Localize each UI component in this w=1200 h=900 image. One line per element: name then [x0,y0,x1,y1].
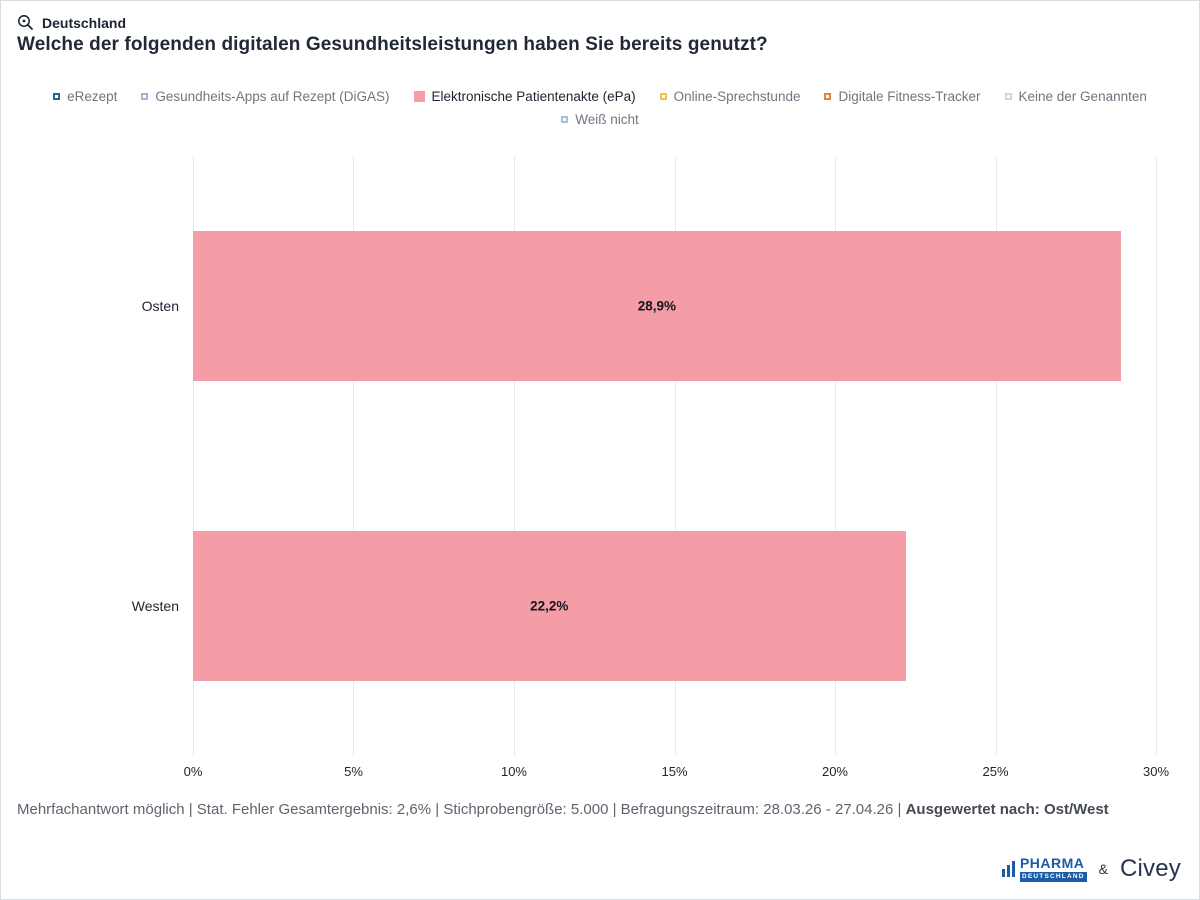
bar-value-label: 28,9% [637,298,676,314]
bar-value-label: 22,2% [530,598,569,614]
legend-label: eRezept [67,89,118,104]
legend-label: Online-Sprechstunde [673,89,801,104]
legend-marker [659,93,667,100]
civey-logo[interactable]: Civey [1119,855,1181,882]
bar-row: Westen 22,2% [132,456,1156,756]
legend-item[interactable]: Elektronische Patientenakte (ePa) [413,89,636,104]
bar-westen[interactable] [193,531,906,681]
legend-marker [1004,93,1012,100]
legend-marker [413,91,425,102]
gridline [674,156,676,756]
gridline [1156,156,1157,756]
x-axis-tick-label: 20% [821,764,848,779]
category-label: Westen [131,598,179,614]
legend-marker [141,93,149,100]
gridline [834,156,836,756]
legend-marker [561,116,569,123]
gridline [995,156,997,756]
legend-marker [824,93,832,100]
pharma-logo-text: PHARMA [1019,855,1085,872]
gridline [513,156,515,756]
bar-osten[interactable] [193,231,1121,381]
legend: eRezept Gesundheits-Apps auf Rezept (DiGA… [25,89,1175,127]
category-label: Osten [141,298,179,314]
legend-label: Elektronische Patientenakte (ePa) [431,89,636,104]
x-axis-tick-label: 25% [982,764,1009,779]
x-axis: 0% 5% 10% 15% 20% 25% 30% [184,764,1169,784]
legend-item[interactable]: eRezept [53,89,117,104]
branding-area: PHARMA DEUTSCHLAND & Civey [1001,855,1181,883]
legend-label: Keine der Genannten [1018,89,1147,104]
chart-title: Welche der folgenden digitalen Gesundhei… [17,34,768,55]
legend-item[interactable]: Weiß nicht [561,112,639,127]
pharma-bars-icon [1001,860,1016,882]
footnote-bold-text: Ausgewertet nach: Ost/West [905,801,1109,818]
legend-marker [53,93,61,100]
logo-joiner: & [1098,861,1108,877]
x-axis-tick-label: 10% [500,764,527,779]
gridline [193,156,194,756]
pharma-logo-subtext: DEUTSCHLAND [1019,872,1087,882]
legend-label: Gesundheits-Apps auf Rezept (DiGAS) [155,89,390,104]
bar-row: Osten 28,9% [142,156,1156,456]
legend-item[interactable]: Online-Sprechstunde [659,89,801,104]
magnifier-icon [17,14,34,31]
legend-label: Weiß nicht [575,112,639,127]
x-axis-tick-label: 5% [344,764,363,779]
x-axis-tick-label: 15% [661,764,688,779]
gridline [353,156,355,756]
survey-footnote: Mehrfachantwort möglich | Stat. Fehler G… [17,801,1183,818]
pharma-deutschland-logo[interactable]: PHARMA DEUTSCHLAND [1001,855,1087,882]
region-label: Deutschland [42,14,127,31]
legend-item[interactable]: Keine der Genannten [1004,89,1147,104]
region-selector[interactable]: Deutschland [17,14,126,31]
legend-item[interactable]: Digitale Fitness-Tracker [824,89,981,104]
legend-item[interactable]: Gesundheits-Apps auf Rezept (DiGAS) [141,89,390,104]
x-axis-tick-label: 0% [183,764,203,779]
footnote-text: Mehrfachantwort möglich | Stat. Fehler G… [17,801,906,818]
plot-area: Osten 28,9% Westen 22,2% [132,156,1157,756]
x-axis-tick-label: 30% [1142,764,1170,779]
legend-label: Digitale Fitness-Tracker [838,89,981,104]
